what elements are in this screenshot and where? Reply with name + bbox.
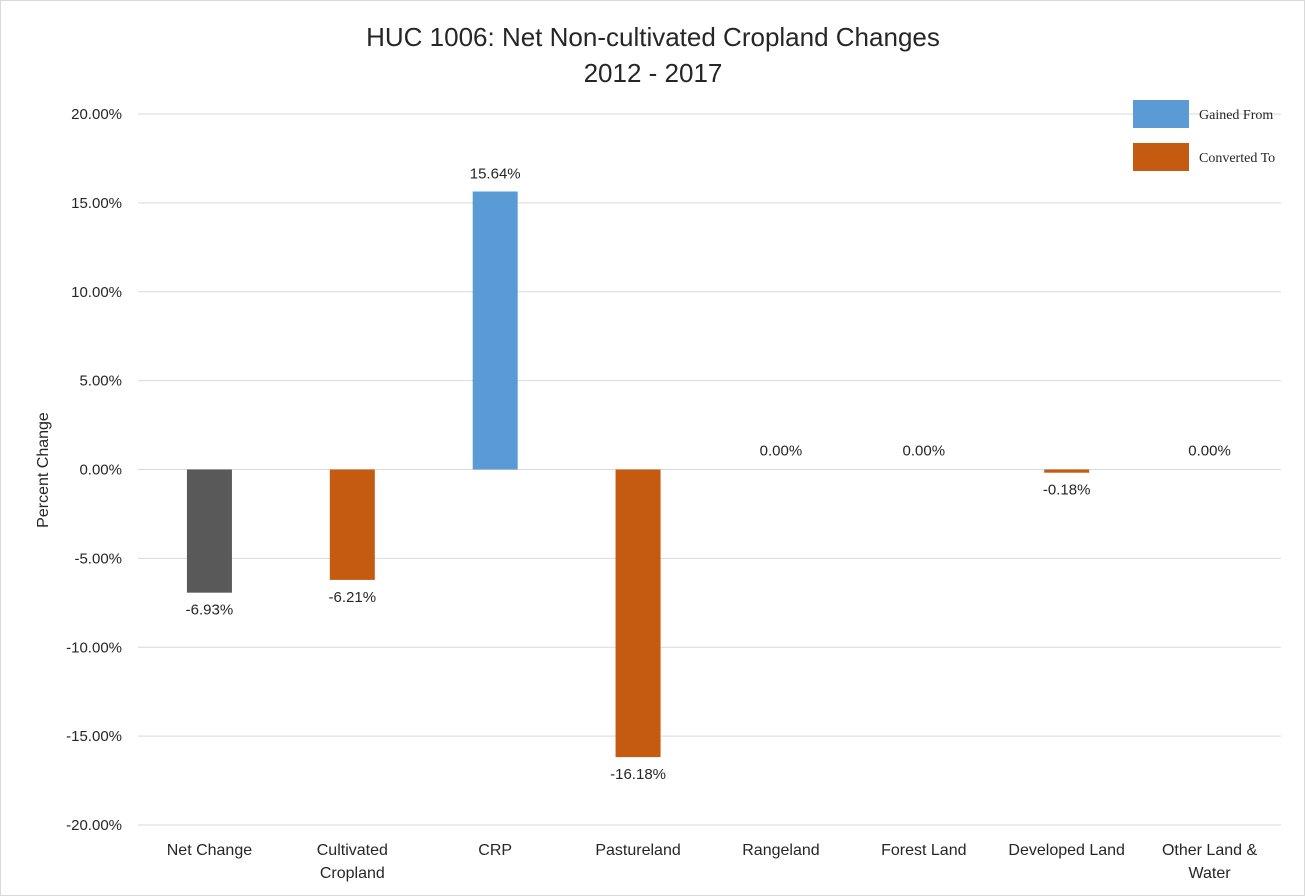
- y-tick-label: -15.00%: [66, 728, 122, 745]
- y-tick-label: -5.00%: [74, 550, 122, 567]
- legend-swatch: [1133, 143, 1189, 171]
- data-label: 0.00%: [1188, 443, 1231, 460]
- data-label: 0.00%: [903, 443, 946, 460]
- y-tick-label: 15.00%: [71, 195, 122, 212]
- bar: [615, 469, 661, 758]
- legend-label: Gained From: [1199, 108, 1273, 123]
- y-tick-label: -20.00%: [66, 817, 122, 834]
- x-tick-label: Forest Land: [881, 842, 966, 859]
- y-tick-label: 0.00%: [79, 462, 122, 479]
- legend-label: Converted To: [1199, 151, 1275, 166]
- y-tick-label: 5.00%: [79, 373, 122, 390]
- x-tick-label: Cropland: [320, 865, 385, 882]
- data-label: 0.00%: [760, 443, 803, 460]
- x-tick-label: Developed Land: [1008, 842, 1125, 859]
- data-label: 15.64%: [470, 165, 521, 182]
- x-tick-label: Cultivated: [317, 842, 388, 859]
- legend-swatch: [1133, 100, 1189, 128]
- chart-subtitle: 2012 - 2017: [584, 58, 723, 88]
- bar: [186, 469, 232, 593]
- x-tick-label: Other Land &: [1162, 842, 1258, 859]
- data-label: -16.18%: [610, 766, 666, 783]
- y-tick-label: 10.00%: [71, 284, 122, 301]
- bar: [472, 191, 518, 470]
- x-tick-label: Water: [1189, 865, 1232, 882]
- bar: [1044, 469, 1090, 473]
- x-tick-label: CRP: [478, 842, 512, 859]
- data-label: -6.93%: [186, 602, 234, 619]
- bar: [329, 469, 375, 580]
- y-tick-label: 20.00%: [71, 106, 122, 123]
- data-label: -6.21%: [329, 589, 377, 606]
- x-tick-label: Pastureland: [595, 842, 680, 859]
- data-label: -0.18%: [1043, 482, 1091, 499]
- chart-title: HUC 1006: Net Non-cultivated Cropland Ch…: [366, 22, 940, 52]
- y-tick-label: -10.00%: [66, 639, 122, 656]
- y-axis-title: Percent Change: [35, 412, 52, 528]
- x-tick-label: Rangeland: [742, 842, 819, 859]
- legend: Gained From Converted To: [1133, 100, 1275, 171]
- x-tick-label: Net Change: [167, 842, 252, 859]
